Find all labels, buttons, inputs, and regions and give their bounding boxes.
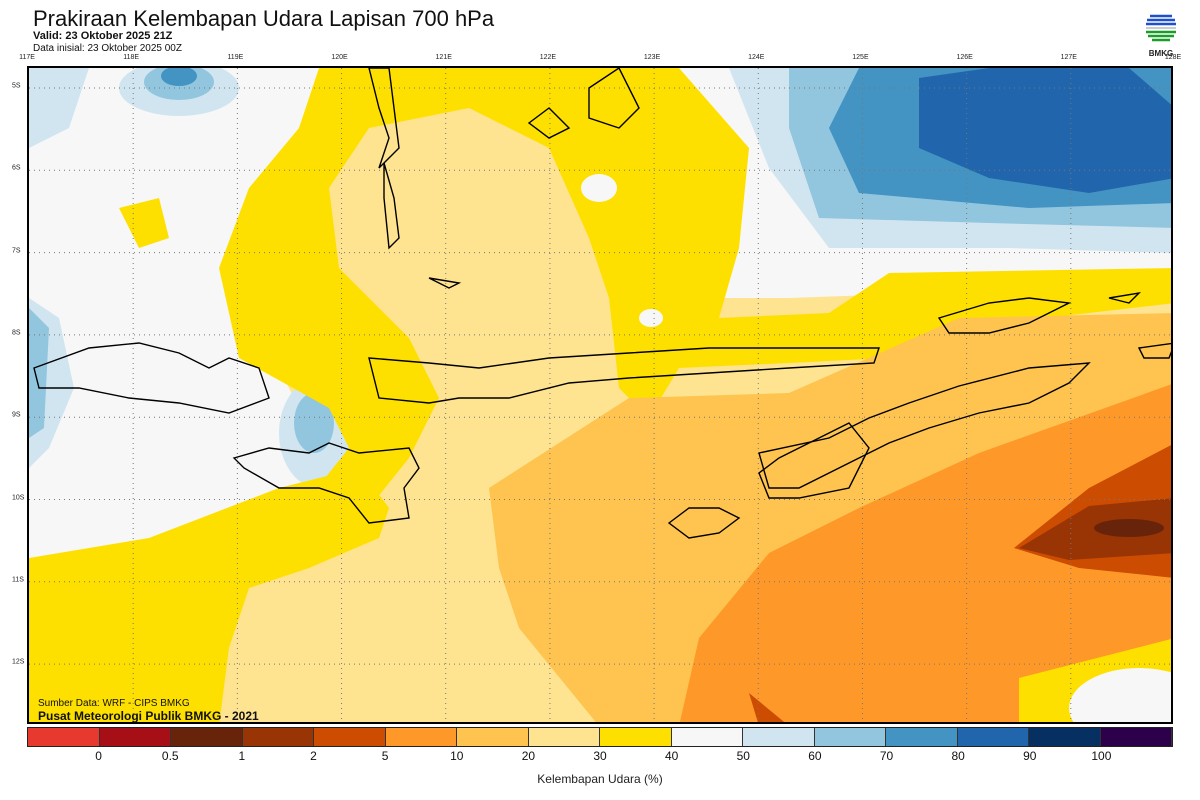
colorbar-title: Kelembapan Udara (%) — [537, 772, 663, 786]
colorbar-tick-label: 70 — [879, 749, 894, 763]
colorbar-tick-label: 30 — [593, 749, 607, 763]
colorbar-swatch — [385, 728, 457, 746]
coast-timor — [758, 362, 1091, 489]
longitude-label: 126E — [956, 54, 973, 61]
colorbar-tick-label: 100 — [1091, 749, 1112, 763]
colorbar — [27, 727, 1173, 747]
zone-60-70-west — [29, 308, 49, 438]
colorbar-tick-label: 0 — [95, 749, 102, 763]
colorbar-tick-label: 40 — [664, 749, 679, 763]
colorbar-swatch — [743, 728, 815, 746]
coast-buton — [527, 68, 640, 139]
colorbar-swatch — [600, 728, 672, 746]
coast-wetar — [937, 297, 1072, 334]
colorbar-swatch — [242, 728, 314, 746]
colorbar-tick-label: 50 — [736, 749, 750, 763]
longitude-label: 120E — [331, 54, 348, 61]
zone-30-40-west-island — [119, 198, 169, 248]
colorbar-tick-label: 5 — [381, 749, 389, 763]
latitude-label: 11S — [12, 576, 24, 584]
coast-lombok — [33, 342, 270, 414]
coast-flores — [368, 347, 880, 404]
coast-rote — [758, 422, 870, 499]
colorbar-tick-label: 0.5 — [161, 749, 179, 763]
data-source: Sumber Data: WRF - CIPS BMKG — [38, 698, 190, 709]
humidity-field — [29, 68, 1171, 722]
bmkg-logo-icon — [1145, 11, 1177, 43]
longitude-label: 125E — [852, 54, 869, 61]
valid-time: Valid: 23 Oktober 2025 21Z — [33, 30, 173, 42]
zone-70-80-top — [161, 68, 197, 86]
initial-time: Data inisial: 23 Oktober 2025 00Z — [33, 43, 182, 54]
map-title: Prakiraan Kelembapan Udara Lapisan 700 h… — [33, 6, 495, 31]
colorbar-swatch — [171, 728, 243, 746]
zone-2-5 — [749, 445, 1171, 722]
longitude-label: 127E — [1060, 54, 1077, 61]
colorbar-tick-label: 10 — [450, 749, 464, 763]
longitude-label: 128E — [1164, 54, 1182, 61]
colorbar-swatch — [1029, 728, 1101, 746]
longitude-label: 121E — [435, 54, 452, 61]
coast-sulawesi — [368, 68, 400, 169]
zone-80-90-ne — [919, 68, 1171, 193]
latitude-label: 6S — [12, 164, 21, 172]
latitude-label: 8S — [12, 329, 21, 337]
colorbar-tick-label: 1 — [238, 749, 246, 763]
zone-5-10 — [679, 384, 1171, 722]
zone-0.5-1 — [1094, 519, 1164, 537]
colorbar-swatch — [957, 728, 1029, 746]
credit-block: Sumber Data: WRF - CIPS BMKG Pusat Meteo… — [38, 697, 259, 724]
latitude-label: 7S — [12, 247, 21, 255]
longitude-label: 118E — [123, 54, 140, 61]
zone-40-50-spot — [581, 174, 617, 202]
colorbar-tick-label: 90 — [1023, 749, 1037, 763]
colorbar-swatch — [528, 728, 600, 746]
zone-40-50-spot2 — [639, 309, 663, 327]
latitude-label: 5S — [12, 82, 21, 90]
zone-40-50-se — [1069, 668, 1171, 722]
colorbar-swatch — [886, 728, 958, 746]
coast-sumba — [667, 507, 741, 539]
colorbar-swatch — [814, 728, 886, 746]
colorbar-tick-label: 80 — [951, 749, 965, 763]
colorbar-tick-label: 2 — [310, 749, 317, 763]
colorbar-tick-label: 20 — [521, 749, 536, 763]
colorbar-tick-label: 60 — [808, 749, 822, 763]
coast-sumbawa — [232, 442, 420, 524]
logo-text: BMKG — [1148, 49, 1174, 58]
latitude-label: 10S — [12, 494, 25, 501]
latitude-label: 12S — [12, 658, 25, 666]
zone-30-40-north — [219, 68, 1171, 538]
zone-30-40-southwest — [29, 468, 389, 722]
colorbar-swatch — [1100, 728, 1172, 746]
organization: Pusat Meteorologi Publik BMKG - 2021 — [38, 709, 259, 723]
latitude-label: 9S — [12, 411, 21, 419]
zone-60-70-sumbawa — [294, 393, 334, 453]
colorbar-swatch — [457, 728, 529, 746]
coastlines — [33, 68, 1171, 539]
coast-islets — [428, 277, 1171, 359]
colorbar-swatch — [99, 728, 171, 746]
colorbar-swatch — [28, 728, 100, 746]
coast-selayar — [383, 162, 400, 250]
bmkg-logo: BMKG — [1143, 10, 1179, 58]
longitude-label: 122E — [539, 54, 557, 61]
longitude-label: 123E — [643, 54, 661, 61]
longitude-label: 124E — [748, 54, 765, 61]
humidity-map — [27, 66, 1173, 724]
longitude-label: 117E — [19, 54, 35, 61]
colorbar-swatch — [671, 728, 743, 746]
longitude-label: 119E — [227, 54, 244, 61]
colorbar-swatch — [314, 728, 386, 746]
